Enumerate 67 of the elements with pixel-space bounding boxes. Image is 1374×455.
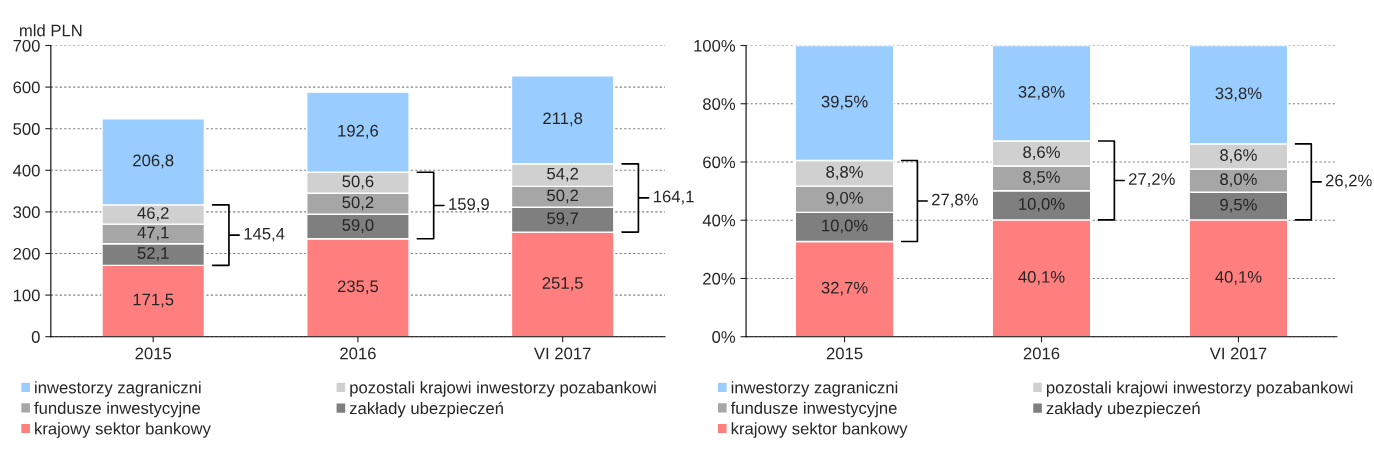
data-label: 50,6 (342, 175, 374, 190)
x-tick-label: 2016 (340, 347, 376, 360)
y-axis-title: mld PLN (19, 24, 82, 37)
legend-label: inwestorzy zagraniczni (731, 381, 898, 397)
data-label: 59,0 (342, 219, 374, 233)
x-tick-label: VI 2017 (534, 347, 591, 360)
data-label: 8,5% (1023, 171, 1060, 185)
data-label: 10,0% (1019, 198, 1065, 212)
data-label: 8,8% (826, 166, 863, 180)
data-label: 10,0% (822, 219, 868, 234)
annotation: 145,4 (244, 227, 285, 242)
data-label: 192,6 (338, 124, 379, 139)
data-label: 52,1 (137, 247, 169, 261)
data-label: 8,6% (1023, 146, 1060, 160)
legend-label: krajowy sektor bankowy (731, 422, 908, 438)
y-tick-label: 400 (13, 164, 40, 177)
data-label: 32,7% (821, 281, 868, 296)
y-tick-label: 0 (31, 331, 40, 343)
data-label: 9,5% (1220, 198, 1257, 213)
y-tick-label: 500 (13, 123, 40, 135)
data-label: 59,7 (547, 212, 579, 227)
y-tick-label: 20% (703, 272, 736, 285)
legend-label: inwestorzy zagraniczni (35, 381, 201, 397)
data-label: 33,8% (1215, 87, 1262, 102)
annotation: 27,2% (1128, 173, 1175, 187)
data-label: 54,2 (547, 167, 579, 182)
data-label: 40,1% (1215, 270, 1262, 285)
data-label: 8,0% (1220, 173, 1257, 188)
y-tick-label: 200 (13, 247, 40, 260)
y-tick-label: 80% (703, 98, 736, 110)
legend-label: zakłady ubezpieczeń (1046, 401, 1200, 418)
annotation: 164,1 (654, 190, 694, 205)
data-label: 171,5 (133, 293, 174, 308)
data-label: 40,1% (1018, 270, 1065, 285)
legend-label: zakłady ubezpieczeń (349, 401, 503, 418)
data-label: 211,8 (543, 112, 583, 127)
annotation: 159,9 (449, 198, 489, 212)
y-tick-label: 100% (694, 39, 736, 52)
y-tick-label: 300 (13, 206, 40, 219)
legend-label: krajowy sektor bankowy (35, 422, 211, 438)
y-tick-label: 600 (13, 81, 40, 94)
data-label: 39,5% (821, 95, 868, 110)
data-label: 206,8 (133, 154, 174, 169)
data-label: 251,5 (542, 277, 583, 291)
y-tick-label: 60% (703, 156, 736, 169)
data-label: 32,8% (1018, 85, 1065, 100)
data-label: 47,1 (137, 226, 169, 241)
x-tick-label: 2016 (1023, 347, 1060, 360)
x-tick-label: VI 2017 (1209, 347, 1267, 360)
x-tick-label: 2015 (826, 347, 863, 360)
data-label: 9,0% (826, 191, 863, 206)
legend-label: pozostali krajowi inwestorzy pozabankowi (1046, 381, 1353, 397)
data-label: 50,2 (547, 189, 579, 204)
annotation: 27,8% (932, 193, 978, 208)
y-tick-label: 700 (13, 39, 40, 52)
x-tick-label: 2015 (135, 347, 172, 360)
data-label: 50,2 (342, 196, 374, 211)
data-label: 235,5 (337, 280, 379, 295)
annotation: 26,2% (1325, 174, 1372, 189)
data-label: 46,2 (137, 207, 169, 221)
legend-label: fundusze inwestycyjne (730, 401, 897, 418)
y-tick-label: 40% (702, 214, 736, 227)
data-label: 8,6% (1220, 149, 1257, 163)
y-tick-label: 0% (712, 331, 736, 343)
legend-label: pozostali krajowi inwestorzy pozabankowi (350, 381, 656, 397)
y-tick-label: 100 (13, 289, 40, 302)
legend-label: fundusze inwestycyjne (34, 401, 200, 418)
